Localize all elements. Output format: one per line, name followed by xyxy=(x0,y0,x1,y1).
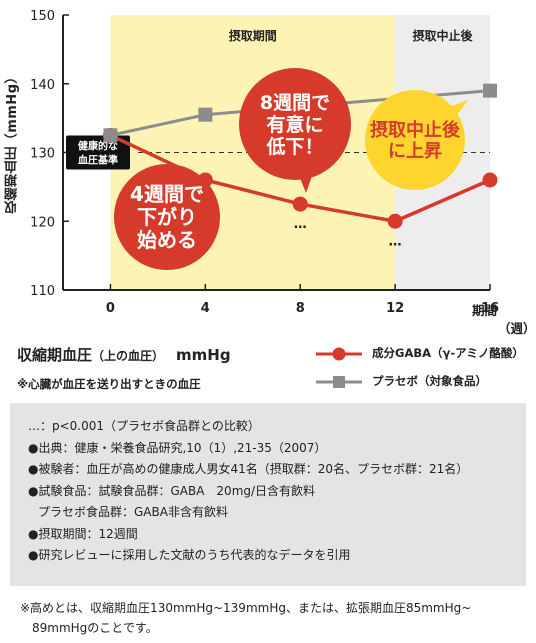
footer-line-1: ※高めとは、収縮期血圧130mmHg~139mmHg、または、拡張期血圧85mm… xyxy=(20,601,472,615)
x-axis-unit: 期間 （週） xyxy=(472,302,536,338)
significance-mark-week-12: … xyxy=(389,234,402,249)
reference-label-line-2: 血圧基準 xyxy=(78,154,118,167)
note-subjects: ●被験者：血圧が高めの健康成人男女41名（摂取群：20名、プラセボ群：21名） xyxy=(28,462,469,476)
y-tick-label-150: 150 xyxy=(30,9,55,24)
gaba-point-week-8 xyxy=(292,196,308,212)
footer-line-2: 89mmHgのことです。 xyxy=(32,621,158,635)
x-tick-label-12: 12 xyxy=(386,301,404,316)
region-label-2: 摂取中止後 xyxy=(413,28,474,43)
significance-mark-week-8: … xyxy=(294,217,307,232)
legend-title: 収縮期血圧（上の血圧） mmHg xyxy=(17,344,231,365)
reference-label-box xyxy=(66,135,130,170)
y-axis-title: 収縮期血圧（mmHg） xyxy=(5,70,20,214)
callout-text-2-line-2: 有意に xyxy=(266,113,323,136)
legend-unit: mmHg xyxy=(176,346,231,364)
callout-text-2-line-1: 8週間で xyxy=(260,92,330,114)
gaba-point-week-16 xyxy=(482,172,498,188)
footer-note: ※高めとは、収縮期血圧130mmHg~139mmHg、または、拡張期血圧85mm… xyxy=(20,598,526,638)
placebo-point-week-0 xyxy=(103,128,118,143)
note-placebo-food: プラセボ食品群：GABA非含有飲料 xyxy=(38,505,228,519)
placebo-point-week-4 xyxy=(198,107,213,122)
callout-text-1-line-3: 始める xyxy=(137,228,197,252)
callout-text-3-line-2: に上昇 xyxy=(388,141,442,162)
legend-item-placebo: プラセボ（対象食品） xyxy=(314,373,487,389)
legend-title-main: 収縮期血圧 xyxy=(17,346,93,364)
notes-box: …：p<0.001（プラセボ食品群との比較） ●出典：健康・栄養食品研究,10（… xyxy=(10,403,526,586)
region-label-1: 摂取期間 xyxy=(229,28,277,43)
note-period: ●摂取期間：12週間 xyxy=(28,526,138,541)
y-tick-label-120: 120 xyxy=(30,215,55,230)
x-tick-label-0: 0 xyxy=(106,301,115,316)
y-tick-label-110: 110 xyxy=(30,284,55,299)
x-axis-unit-period: 期間 xyxy=(472,303,498,318)
y-tick-label-130: 130 xyxy=(30,147,55,162)
callout-text-2-line-3: 低下！ xyxy=(265,135,323,158)
gaba-point-week-12 xyxy=(387,213,403,229)
legend-placebo-swatch xyxy=(316,375,362,388)
x-tick-label-8: 8 xyxy=(296,301,305,316)
callout-tail-2 xyxy=(300,176,312,193)
legend-placebo-label: プラセボ（対象食品） xyxy=(372,374,487,388)
y-tick-label-140: 140 xyxy=(30,78,55,93)
x-tick-label-16: 16 xyxy=(481,301,499,316)
callout-text-3-line-1: 摂取中止後 xyxy=(370,119,461,141)
callout-text-1-line-2: 下がり xyxy=(137,205,197,229)
legend-gaba-label: 成分GABA（γ-アミノ酪酸） xyxy=(372,346,524,360)
legend-gaba-swatch xyxy=(316,347,362,360)
note-source: ●出典：健康・栄養食品研究,10（1）,21-35（2007） xyxy=(28,440,327,455)
x-tick-label-4: 4 xyxy=(201,301,210,316)
note-significance: …：p<0.001（プラセボ食品群との比較） xyxy=(28,419,260,433)
callout-bubble-2 xyxy=(239,68,351,180)
callout-text-1-line-1: 4週間で xyxy=(130,182,204,206)
legend-note: ※心臓が血圧を送り出すときの血圧 xyxy=(17,377,201,391)
callout-bubble-1 xyxy=(114,164,220,270)
note-test-food: ●試験食品：試験食品群：GABA 20mg/日含有飲料 xyxy=(28,483,316,498)
reference-label-line-1: 健康的な xyxy=(78,140,118,153)
placebo-point-week-16 xyxy=(483,83,497,98)
callout-bubble-3 xyxy=(365,90,465,190)
legend-item-gaba: 成分GABA（γ-アミノ酪酸） xyxy=(314,345,524,361)
legend-title-sub: （上の血圧） xyxy=(92,349,165,363)
note-citation: ●研究レビューに採用した文献のうち代表的なデータを引用 xyxy=(28,548,351,562)
x-axis-unit-weeks: （週） xyxy=(498,321,536,336)
